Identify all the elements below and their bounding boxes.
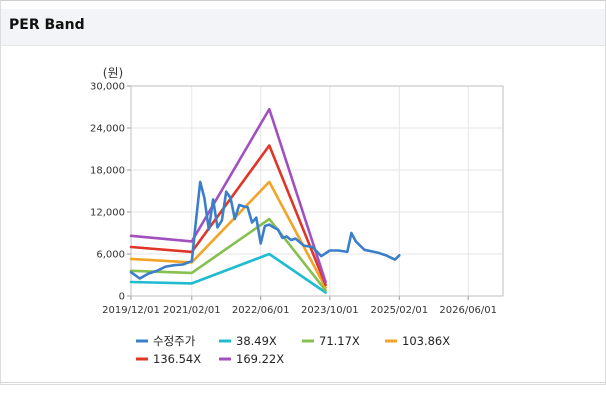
y-tick-label: 6,000 [96,250,125,261]
series-line-71.17X [129,217,327,292]
y-tick-label: 12,000 [90,208,125,219]
series-line-수정주가 [129,180,401,280]
panel-header: PER Band [1,9,605,46]
y-unit-label: (원) [103,66,123,80]
bottom-divider [0,382,606,383]
legend-label: 수정주가 [153,334,196,348]
panel-title: PER Band [9,17,85,33]
series-line-169.22X [129,107,327,284]
y-tick-label: 0 [119,292,125,303]
x-tick-label: 2022/06/01 [232,305,290,316]
legend-label: 38.49X [236,334,277,348]
x-tick-label: 2019/12/01 [102,305,160,316]
x-tick-label: 2026/06/01 [439,305,497,316]
plot-frame [130,85,504,297]
legend-label: 71.17X [319,334,360,348]
series-line-103.86X [129,180,327,289]
per-band-panel: PER Band [0,0,606,385]
x-tick-label: 2021/02/01 [163,305,221,316]
series-line-38.49X [129,252,327,294]
x-tick-label: 2025/02/01 [370,305,428,316]
y-tick-label: 24,000 [90,124,125,135]
x-tick-label: 2023/10/01 [301,305,359,316]
legend-label: 136.54X [153,352,201,366]
y-tick-label: 30,000 [90,82,125,93]
y-tick-label: 18,000 [90,166,125,177]
legend-label: 169.22X [236,352,284,366]
legend-label: 103.86X [402,334,450,348]
